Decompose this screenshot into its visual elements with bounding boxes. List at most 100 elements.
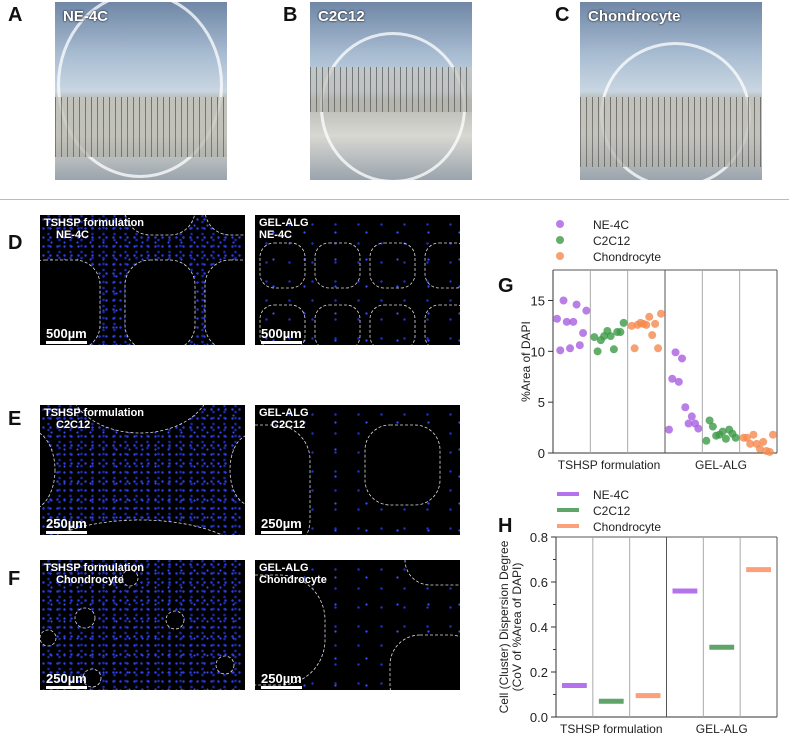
y-tick-label: 5 bbox=[538, 395, 545, 410]
group-label: TSHSP formulation bbox=[560, 722, 663, 735]
data-point bbox=[759, 437, 768, 446]
data-point bbox=[569, 317, 578, 326]
scale-bar: 250µm bbox=[46, 671, 87, 689]
image-caption: TSHSP formulation bbox=[44, 562, 145, 574]
divider bbox=[0, 199, 789, 200]
scale-bar: 500µm bbox=[261, 326, 302, 344]
data-point bbox=[590, 333, 599, 342]
data-point bbox=[553, 314, 561, 323]
legend-label: C2C12 bbox=[593, 504, 631, 518]
y-tick-label: 0.2 bbox=[530, 665, 548, 680]
panel-letter-a: A bbox=[8, 4, 23, 26]
panel-letter-e: E bbox=[8, 408, 22, 430]
y-tick-label: 0.4 bbox=[530, 620, 548, 635]
bar-mean bbox=[598, 698, 624, 704]
scale-bar: 250µm bbox=[261, 516, 302, 534]
legend-marker bbox=[557, 492, 579, 496]
y-tick-label: 10 bbox=[531, 344, 545, 359]
panel-letter-b: B bbox=[283, 4, 298, 26]
y-axis-label: Cell (Cluster) Dispersion Degree bbox=[497, 540, 511, 713]
image-caption: GEL-ALG bbox=[259, 407, 309, 419]
data-point bbox=[654, 344, 663, 353]
bar-mean bbox=[709, 644, 735, 650]
image-caption-cell: Chondrocyte bbox=[56, 574, 124, 586]
legend-marker bbox=[557, 508, 579, 512]
fluo-f-gelalg: GEL-ALG Chondrocyte 250µm bbox=[255, 560, 460, 690]
y-tick-label: 0.0 bbox=[530, 710, 548, 725]
panel-letter-g: G bbox=[498, 275, 514, 297]
panel-letter-d: D bbox=[8, 232, 23, 254]
group-label: TSHSP formulation bbox=[558, 458, 661, 472]
data-point bbox=[651, 319, 660, 328]
data-point bbox=[746, 439, 755, 448]
photo-c2c12: C2C12 bbox=[310, 2, 472, 180]
y-tick-label: 0.6 bbox=[530, 575, 548, 590]
photo-label: Chondrocyte bbox=[588, 8, 681, 25]
legend-label: C2C12 bbox=[593, 234, 631, 248]
y-axis-label-2: (CoV of %Area of DAPI) bbox=[510, 563, 524, 692]
photo-label: NE-4C bbox=[63, 8, 109, 25]
data-point bbox=[579, 329, 588, 338]
legend-marker bbox=[557, 524, 579, 528]
data-point bbox=[769, 430, 777, 439]
data-point bbox=[559, 296, 568, 305]
image-caption: GEL-ALG bbox=[259, 217, 309, 229]
data-point bbox=[582, 306, 591, 315]
group-label: GEL-ALG bbox=[696, 722, 748, 735]
data-point bbox=[684, 419, 693, 428]
data-point bbox=[694, 424, 703, 433]
data-point bbox=[718, 427, 727, 436]
photo-ne4c: NE-4C bbox=[55, 2, 227, 180]
image-caption-cell: C2C12 bbox=[56, 419, 91, 431]
scale-bar: 250µm bbox=[46, 516, 87, 534]
bar-mean bbox=[562, 683, 587, 688]
data-point bbox=[572, 300, 581, 309]
fluo-d-gelalg: GEL-ALG NE-4C 500µm bbox=[255, 215, 460, 345]
fluo-e-tshsp: TSHSP formulation C2C12 250µm bbox=[40, 405, 245, 535]
data-point bbox=[674, 377, 683, 386]
image-caption-cell: NE-4C bbox=[56, 229, 90, 241]
panel-letter-c: C bbox=[555, 4, 570, 26]
data-point bbox=[681, 403, 690, 412]
data-point bbox=[705, 416, 714, 425]
fluo-d-tshsp: TSHSP formulation NE-4C 500µm bbox=[40, 215, 245, 345]
image-caption-cell: NE-4C bbox=[259, 229, 293, 241]
data-point bbox=[645, 312, 654, 321]
data-point bbox=[593, 347, 602, 356]
data-point bbox=[609, 345, 618, 354]
data-point bbox=[687, 412, 696, 421]
legend-label: Chondrocyte bbox=[593, 250, 661, 264]
data-point bbox=[630, 344, 639, 353]
photo-chondrocyte: Chondrocyte bbox=[580, 2, 762, 180]
scale-bar: 250µm bbox=[261, 671, 302, 689]
data-point bbox=[616, 328, 625, 337]
data-point bbox=[648, 331, 657, 340]
image-caption: TSHSP formulation bbox=[44, 407, 145, 419]
legend-label: Chondrocyte bbox=[593, 520, 661, 534]
y-tick-label: 0 bbox=[538, 446, 545, 461]
panel-letter-f: F bbox=[8, 568, 21, 590]
data-point bbox=[671, 348, 680, 357]
data-point bbox=[665, 425, 673, 434]
y-tick-label: 0.8 bbox=[530, 530, 548, 545]
data-point bbox=[749, 430, 758, 439]
bar-mean bbox=[635, 693, 661, 699]
data-point bbox=[575, 341, 584, 350]
data-point bbox=[765, 447, 774, 456]
fluo-e-gelalg: GEL-ALG C2C12 250µm bbox=[255, 405, 460, 535]
legend-marker bbox=[556, 220, 564, 228]
data-point bbox=[562, 317, 571, 326]
legend-label: NE-4C bbox=[593, 488, 629, 502]
panel-letter-h: H bbox=[498, 515, 512, 537]
data-point bbox=[566, 344, 575, 353]
fluo-f-tshsp: TSHSP formulation Chondrocyte 250µm bbox=[40, 560, 245, 690]
image-caption: GEL-ALG bbox=[259, 562, 309, 574]
scale-bar: 500µm bbox=[46, 326, 87, 344]
image-caption-cell: Chondrocyte bbox=[259, 574, 327, 586]
legend-marker bbox=[556, 236, 564, 244]
image-caption-cell: C2C12 bbox=[271, 419, 306, 431]
data-point bbox=[657, 309, 665, 318]
data-point bbox=[702, 436, 711, 445]
photo-label: C2C12 bbox=[318, 8, 365, 25]
